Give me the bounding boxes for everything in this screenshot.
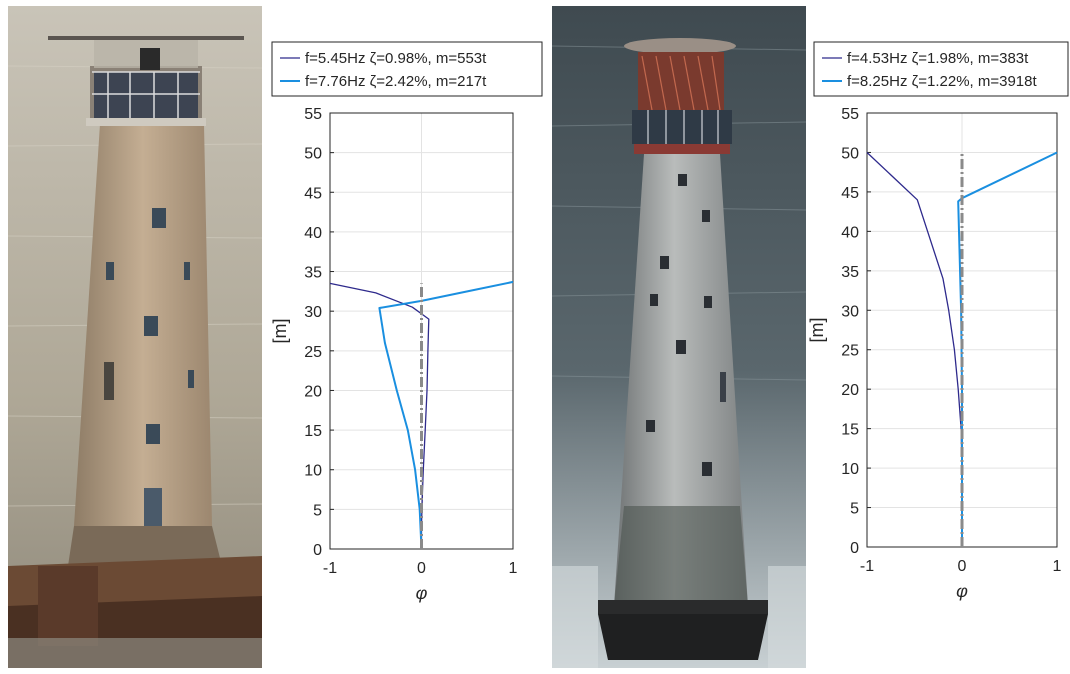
mode-shape-chart-right: -1 0 1 0 5 10 15 20 25 30 35 40 45 50 55 φ [m] f=4.53Hz ζ… xyxy=(806,40,1070,674)
y-axis-label: [m] xyxy=(270,319,290,344)
x-tick-label: 0 xyxy=(417,560,426,577)
x-tick-label: -1 xyxy=(860,558,874,575)
legend-box xyxy=(271,41,543,97)
y-tick-label: 50 xyxy=(304,146,322,163)
y-tick-label: 30 xyxy=(841,303,859,320)
y-tick-label: 30 xyxy=(304,304,322,321)
y-tick-label: 40 xyxy=(304,225,322,242)
y-tick-label: 55 xyxy=(841,106,859,123)
legend-entry: f=8.25Hz ζ=1.22%, m=3918t xyxy=(847,73,1037,90)
y-tick-label: 45 xyxy=(841,185,859,202)
y-tick-label: 15 xyxy=(304,423,322,440)
y-tick-label: 40 xyxy=(841,224,859,241)
x-axis-label: φ xyxy=(956,581,968,601)
y-tick-label: 0 xyxy=(313,542,322,559)
y-tick-label: 25 xyxy=(304,344,322,361)
y-tick-label: 25 xyxy=(841,343,859,360)
y-tick-label: 10 xyxy=(841,461,859,478)
y-tick-label: 10 xyxy=(304,463,322,480)
y-tick-label: 55 xyxy=(304,106,322,123)
y-tick-label: 5 xyxy=(850,501,859,518)
y-tick-label: 0 xyxy=(850,540,859,557)
y-tick-label: 20 xyxy=(304,383,322,400)
y-tick-label: 35 xyxy=(304,265,322,282)
lighthouse-icon xyxy=(8,6,262,668)
y-tick-label: 15 xyxy=(841,422,859,439)
x-tick-label: -1 xyxy=(323,560,337,577)
legend-entry: f=7.76Hz ζ=2.42%, m=217t xyxy=(305,73,487,90)
legend-entry: f=4.53Hz ζ=1.98%, m=383t xyxy=(847,50,1029,67)
y-tick-label: 45 xyxy=(304,185,322,202)
y-tick-label: 20 xyxy=(841,382,859,399)
legend-box xyxy=(813,41,1069,97)
x-tick-label: 1 xyxy=(1053,558,1062,575)
legend-entry: f=5.45Hz ζ=0.98%, m=553t xyxy=(305,50,487,67)
x-tick-label: 1 xyxy=(509,560,518,577)
lighthouse-photo-right xyxy=(552,6,806,668)
series-line-2 xyxy=(378,280,514,550)
y-tick-label: 35 xyxy=(841,264,859,281)
y-tick-label: 5 xyxy=(313,502,322,519)
lighthouse-photo-left xyxy=(8,6,262,668)
y-axis-label: [m] xyxy=(807,318,827,343)
lighthouse-icon xyxy=(552,6,806,668)
x-tick-label: 0 xyxy=(958,558,967,575)
x-axis-label: φ xyxy=(416,583,428,603)
mode-shape-chart-left: -1 0 1 0 5 10 15 20 25 30 35 40 45 50 55 φ [m] f=5.45Hz ζ… xyxy=(262,40,552,674)
y-tick-label: 50 xyxy=(841,145,859,162)
